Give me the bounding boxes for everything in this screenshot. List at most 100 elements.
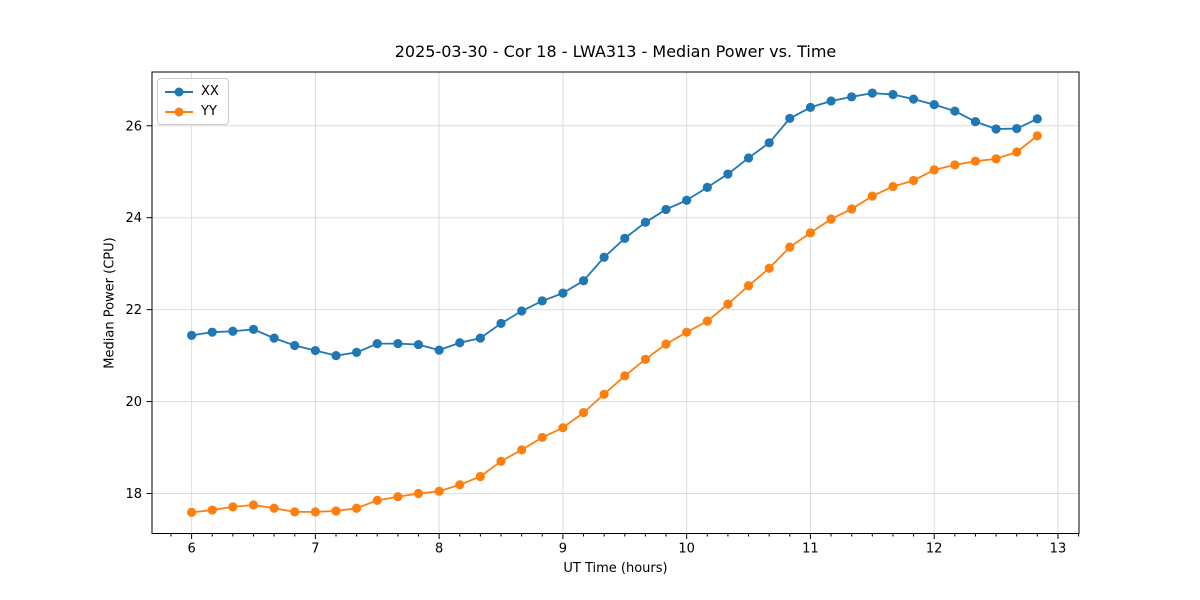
data-point [537,296,547,306]
x-axis-ticks [170,533,1080,539]
data-point [578,276,589,286]
data-point [620,371,630,381]
data-point [888,89,898,100]
data-point [867,191,877,201]
data-point [908,175,919,186]
data-point [537,432,547,443]
data-point [228,502,238,512]
data-point [950,106,960,116]
data-point [331,506,341,516]
data-point [269,333,279,343]
data-point [764,263,774,273]
data-point [826,96,836,106]
data-point [413,488,424,499]
series-yy-marker-icon [174,107,184,116]
data-point [1032,131,1042,141]
series-xx-marker-icon [174,87,184,96]
data-point [867,88,877,98]
data-point [640,354,651,364]
svg-text:20: 20 [125,395,142,410]
data-point [847,92,857,102]
svg-text:24: 24 [125,211,142,226]
data-point [475,333,485,343]
data-point [331,351,341,361]
data-point [248,500,259,510]
data-point [269,503,279,513]
data-point [558,288,568,298]
svg-text:22: 22 [125,303,142,318]
data-point [393,339,403,349]
svg-text:11: 11 [802,542,819,557]
data-point [950,160,960,170]
data-point [372,495,382,506]
series-xx-line [191,92,1038,357]
data-point [1032,114,1042,124]
data-point [847,204,857,214]
data-point [310,345,320,356]
data-point [187,507,197,517]
data-point [1012,123,1022,134]
svg-text:13: 13 [1050,542,1067,557]
data-point [743,153,754,163]
data-point [805,228,816,238]
svg-text:8: 8 [435,542,443,557]
data-point [970,156,981,166]
svg-text:6: 6 [187,542,195,557]
y-axis-tick-labels: 18 20 22 24 26 [125,119,142,502]
data-point [785,113,795,124]
data-point [475,471,485,482]
grid [152,72,1079,534]
legend: XX YY [157,78,229,125]
data-point [640,217,651,227]
svg-text:26: 26 [125,119,142,134]
data-point [661,339,671,349]
plot-border [151,71,1080,534]
series-yy [187,131,1042,517]
legend-item-yy: YY [165,104,219,119]
data-point [517,306,527,316]
data-point [929,165,939,175]
data-point [702,182,712,192]
data-point [723,299,733,309]
data-point [207,505,217,515]
series-yy-line [191,135,1038,514]
data-point [599,389,609,399]
data-point [207,327,217,337]
x-axis-label: UT Time (hours) [563,561,668,576]
data-point [826,214,836,224]
data-point [187,330,197,340]
data-point [393,492,403,502]
y-axis-ticks [146,125,152,495]
data-point [455,480,465,490]
data-point [496,318,506,329]
data-point [558,423,568,433]
svg-text:18: 18 [125,487,142,502]
data-point [351,347,362,357]
data-point [682,195,692,205]
data-point [310,507,320,517]
series-xx-swatch [165,87,193,96]
legend-label-xx: XX [201,84,219,99]
series-xx [187,88,1042,361]
data-point [1012,147,1022,157]
data-point [290,507,300,517]
svg-text:10: 10 [678,542,695,557]
data-point [455,338,465,348]
data-point [888,181,898,192]
data-point [620,233,630,243]
data-point [908,94,919,104]
data-point [434,345,444,355]
data-point [743,281,754,291]
x-axis-tick-labels: 6 7 8 9 10 11 12 13 [187,542,1066,557]
data-point [413,339,424,350]
data-point [661,204,671,215]
data-point [764,138,774,148]
data-point [434,486,444,496]
data-point [372,339,382,349]
data-point [991,154,1001,164]
data-point [517,445,527,455]
legend-label-yy: YY [201,104,217,119]
data-point [578,408,589,418]
